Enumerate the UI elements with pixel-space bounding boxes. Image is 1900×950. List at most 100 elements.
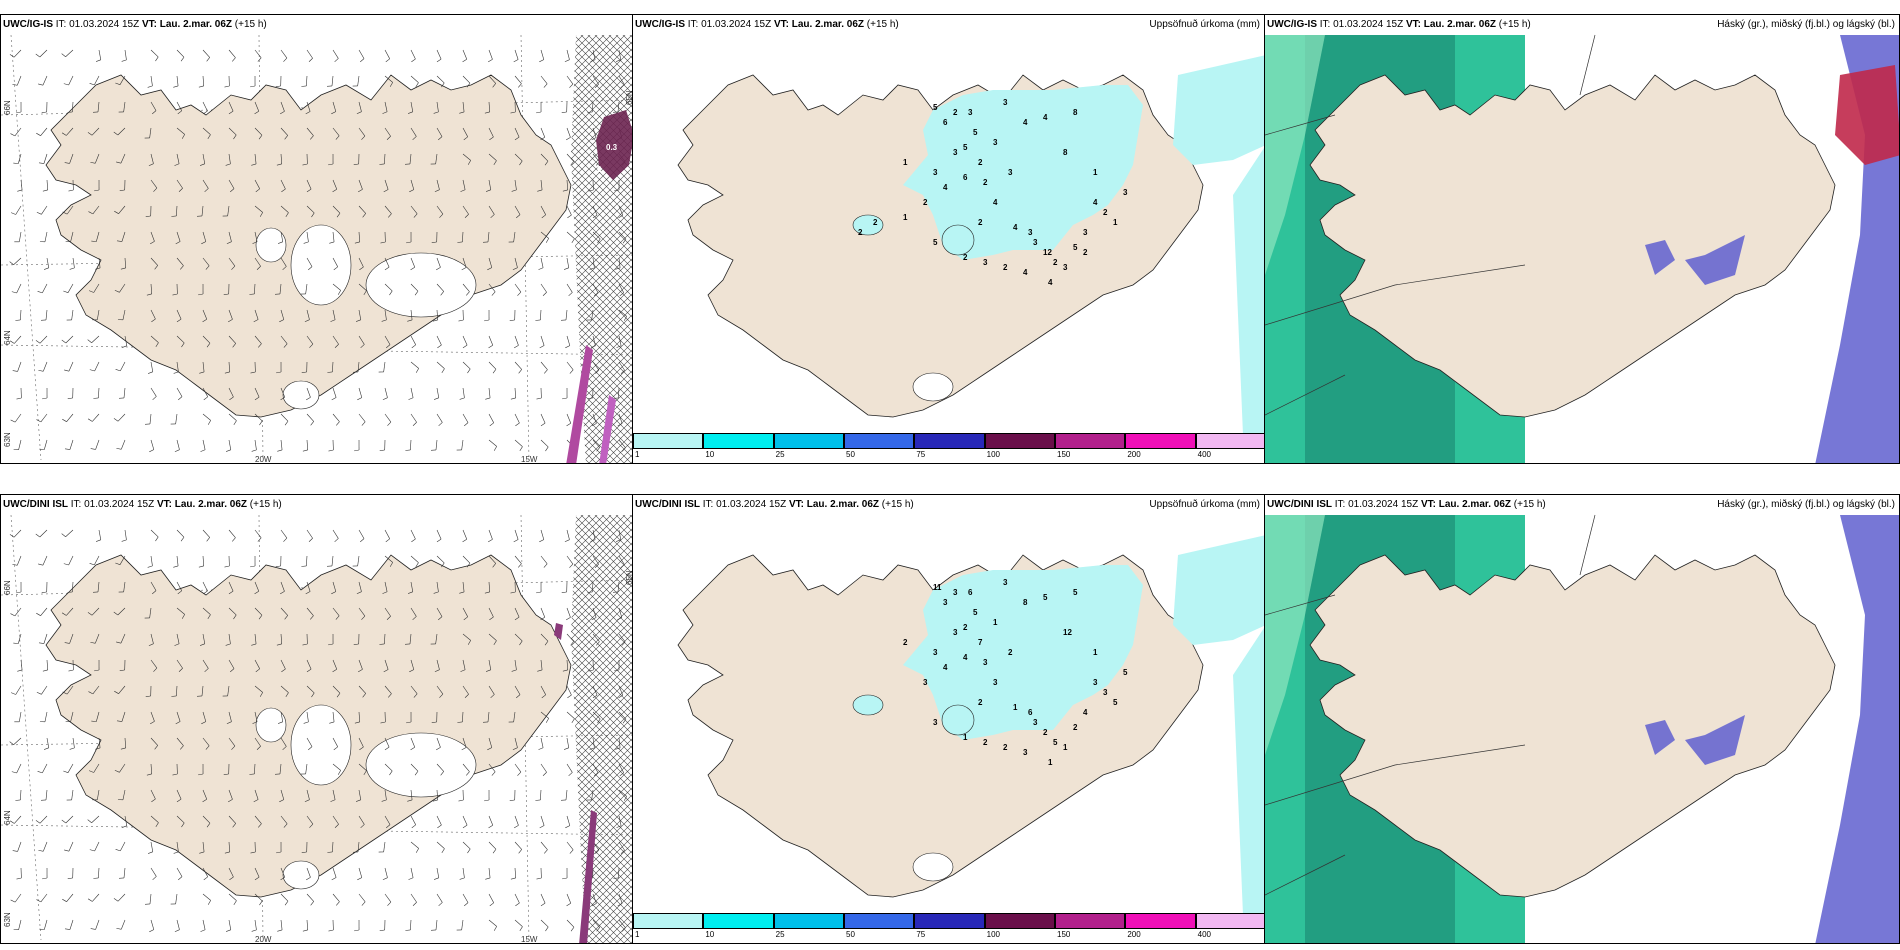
wind-barb [306, 231, 309, 242]
wind-barb [94, 361, 100, 372]
wind-barb-flag [116, 161, 122, 164]
wind-barb-flag [514, 136, 520, 141]
wind-barb [540, 439, 549, 448]
wind-barb-flag [467, 640, 471, 645]
wind-barb-flag [17, 189, 23, 192]
wind-barb-flag [594, 772, 599, 777]
wind-barb [436, 179, 440, 190]
wind-barb [618, 205, 624, 216]
wind-barb [254, 257, 261, 267]
wind-barb-flag [493, 446, 497, 451]
wind-barb [254, 737, 261, 747]
wind-barb-flag [206, 822, 211, 828]
wind-barb [488, 763, 496, 773]
wind-barb [94, 75, 100, 85]
precip-value: 2 [1073, 723, 1078, 732]
wind-barb-flag [519, 640, 523, 646]
wind-barb [514, 283, 522, 293]
wind-barb-flag [311, 212, 315, 218]
wind-barb-flag [180, 745, 184, 750]
panel-title: UWC/DINI ISL IT: 01.03.2024 15Z VT: Lau.… [635, 499, 914, 510]
wind-barb [20, 309, 22, 320]
wind-barb-flag [61, 612, 67, 616]
wind-barb [358, 257, 364, 268]
wind-barb [228, 633, 231, 644]
cloud-field [1265, 35, 1325, 275]
wind-barb-flag [383, 669, 389, 673]
wind-barb-flag [327, 371, 333, 373]
wind-barb [540, 283, 547, 293]
wind-barb [488, 49, 493, 60]
wind-barb [306, 685, 315, 694]
wind-barb [254, 283, 256, 294]
wind-barb-flag [567, 214, 572, 219]
wind-barb [358, 893, 366, 903]
lat-label: 63N [3, 432, 12, 447]
wind-barb-flag [250, 371, 256, 374]
precip-value: 8 [1023, 598, 1028, 607]
wind-barb [43, 153, 48, 164]
wind-barb-flag [337, 770, 341, 775]
wind-barb-flag [355, 319, 361, 322]
wind-barb-flag [64, 642, 70, 644]
wind-barb-flag [438, 616, 443, 621]
wind-barb-flag [233, 420, 237, 426]
wind-barb [228, 841, 231, 852]
wind-barb-flag [91, 240, 97, 242]
wind-barb-flag [437, 344, 442, 349]
wind-barb-flag [202, 799, 207, 803]
wind-barb-flag [174, 163, 180, 166]
wind-barb [176, 75, 179, 86]
wind-barb-flag [333, 746, 338, 751]
wind-barb [66, 127, 74, 136]
low-cloud [1645, 720, 1675, 755]
wind-barb-flag [540, 137, 545, 141]
precip-value: 3 [1083, 228, 1088, 237]
wind-barb [117, 893, 126, 902]
wind-barb-flag [335, 135, 340, 140]
wind-barb-flag [567, 694, 572, 699]
wind-barb-flag [148, 643, 154, 647]
wind-barb-flag [412, 136, 417, 141]
wind-barb [410, 205, 418, 215]
wind-barb [410, 867, 414, 878]
wind-barb [176, 231, 181, 242]
wind-barb [591, 789, 594, 800]
wind-barb-flag [588, 669, 594, 672]
wind-barb-flag [93, 877, 99, 879]
wind-barb [384, 257, 390, 268]
wind-barb [117, 413, 126, 422]
wind-barb [14, 413, 22, 423]
wind-barb [592, 413, 597, 424]
wind-barb [150, 737, 158, 746]
panel-title: UWC/IG-IS IT: 01.03.2024 15Z VT: Lau. 2.… [3, 19, 267, 30]
wind-barb [124, 815, 128, 826]
wind-barb-flag [540, 902, 546, 907]
wind-barb-flag [279, 111, 285, 115]
wind-barb-flag [591, 423, 597, 427]
wind-barb-flag [336, 421, 340, 426]
wind-barb-flag [386, 616, 391, 620]
wind-barb [540, 153, 549, 162]
init-time: IT: 01.03.2024 15Z [55, 19, 140, 30]
wind-barb [150, 789, 156, 800]
field-title: Háský (gr.), miðský (fj.bl.) og lágský (… [1717, 499, 1895, 510]
wind-barb-flag [538, 267, 544, 270]
iceland-coastline [1309, 554, 1836, 898]
wind-barb [462, 413, 469, 423]
wind-barb-flag [509, 799, 515, 801]
wind-barb [488, 283, 496, 293]
wind-barb-flag [181, 822, 185, 828]
wind-barb [410, 75, 419, 83]
wind-barb [592, 257, 595, 268]
wind-barb [72, 581, 74, 592]
wind-barb-flag [62, 418, 67, 422]
wind-barb-flag [172, 773, 178, 776]
wind-barb-flag [412, 902, 417, 906]
wind-barb [176, 361, 179, 372]
wind-barb-flag [592, 694, 598, 699]
wind-barb [150, 49, 159, 58]
wind-barb [384, 659, 389, 670]
wind-barb [43, 919, 48, 930]
wind-barb-flag [571, 718, 575, 724]
